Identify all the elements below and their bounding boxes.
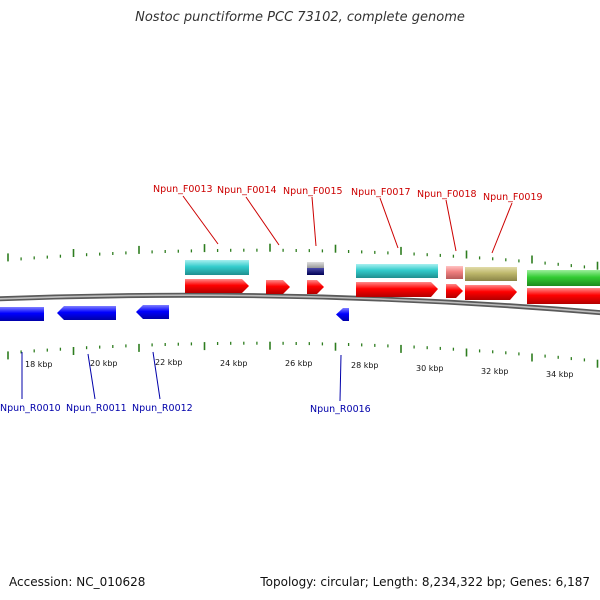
callout-line-r0012 <box>152 351 161 400</box>
feature-cyan-1 <box>185 260 249 275</box>
forward-callout-lines <box>182 195 513 254</box>
scale-label-30kbp: 30 kbp <box>416 364 444 373</box>
tick-marks-bottom <box>7 341 599 368</box>
gene-label-r0016[interactable]: Npun_R0016 <box>310 404 371 415</box>
gene-arrow-f0018 <box>446 284 463 298</box>
scale-label-24kbp: 24 kbp <box>220 359 248 368</box>
gene-label-f0019[interactable]: Npun_F0019 <box>483 192 543 203</box>
gene-arrow-f0013 <box>185 279 249 293</box>
gene-arrow-r0016 <box>336 308 349 321</box>
genome-backbone-highlight <box>0 294 600 314</box>
gene-arrow-f0019 <box>465 285 517 300</box>
forward-features <box>185 260 600 304</box>
reverse-gene-labels: Npun_R0010 Npun_R0011 Npun_R0012 Npun_R0… <box>0 403 371 415</box>
gene-arrow-r0010 <box>0 307 44 321</box>
gene-arrow-r0011 <box>57 306 116 320</box>
gene-arrow-forward-right <box>527 288 600 304</box>
callout-line-f0015 <box>311 196 317 247</box>
scale-label-18kbp: 18 kbp <box>25 360 53 369</box>
callout-line-f0017 <box>379 197 399 249</box>
gene-label-f0015[interactable]: Npun_F0015 <box>283 186 343 197</box>
feature-navy-small <box>307 268 324 275</box>
gene-arrow-f0017 <box>356 282 438 297</box>
scale-label-28kbp: 28 kbp <box>351 361 379 370</box>
gene-label-f0018[interactable]: Npun_F0018 <box>417 189 477 200</box>
callout-line-f0019 <box>491 202 513 254</box>
scale-label-20kbp: 20 kbp <box>90 359 118 368</box>
gene-label-r0010[interactable]: Npun_R0010 <box>0 403 61 414</box>
reverse-callout-lines <box>21 351 342 402</box>
callout-line-f0018 <box>445 199 457 252</box>
callout-line-f0013 <box>182 195 219 245</box>
tick-marks-top <box>7 243 599 270</box>
accession-text: Accession: NC_010628 <box>9 575 146 589</box>
gene-label-f0017[interactable]: Npun_F0017 <box>351 187 411 198</box>
genome-summary-text: Topology: circular; Length: 8,234,322 bp… <box>260 575 590 589</box>
feature-cyan-2 <box>356 264 438 278</box>
gene-label-f0014[interactable]: Npun_F0014 <box>217 185 277 196</box>
gene-arrow-f0014 <box>266 280 290 294</box>
feature-pink <box>446 266 463 279</box>
callout-line-r0016 <box>339 354 342 402</box>
scale-labels: 18 kbp 20 kbp 22 kbp 24 kbp 26 kbp 28 kb… <box>25 358 574 379</box>
scale-label-26kbp: 26 kbp <box>285 359 313 368</box>
map-title: Nostoc punctiforme PCC 73102, complete g… <box>135 10 465 25</box>
gene-label-f0013[interactable]: Npun_F0013 <box>153 184 213 195</box>
feature-khaki <box>465 267 517 281</box>
gene-label-r0011[interactable]: Npun_R0011 <box>66 403 127 414</box>
feature-grey-small <box>307 262 324 268</box>
scale-label-34kbp: 34 kbp <box>546 370 574 379</box>
callout-line-f0014 <box>245 196 280 246</box>
gene-arrow-r0012 <box>136 305 169 319</box>
reverse-features <box>0 305 349 321</box>
scale-label-22kbp: 22 kbp <box>155 358 183 367</box>
feature-green <box>527 270 600 286</box>
callout-line-r0011 <box>87 353 96 400</box>
scale-label-32kbp: 32 kbp <box>481 367 509 376</box>
gene-arrow-f0015 <box>307 280 324 294</box>
forward-gene-labels: Npun_F0013 Npun_F0014 Npun_F0015 Npun_F0… <box>153 184 543 203</box>
gene-label-r0012[interactable]: Npun_R0012 <box>132 403 193 414</box>
